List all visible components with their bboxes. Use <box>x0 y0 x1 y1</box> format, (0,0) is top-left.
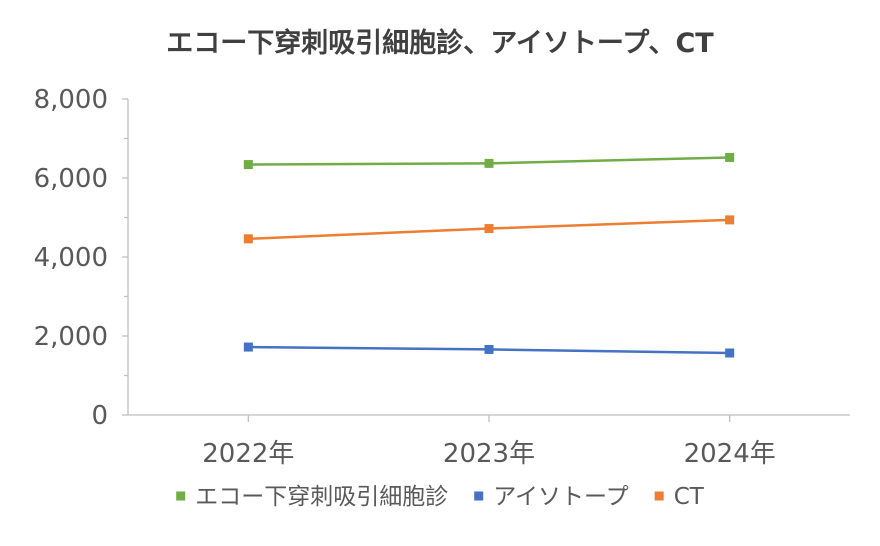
legend-marker <box>654 491 664 501</box>
legend-item: エコー下穿刺吸引細胞診 <box>176 484 448 510</box>
data-point <box>484 344 494 354</box>
legend-marker <box>176 491 186 501</box>
data-point <box>243 160 253 170</box>
data-point <box>484 158 494 168</box>
y-tick-label: 8,000 <box>34 85 108 115</box>
legend-label: アイソトープ <box>493 484 628 510</box>
legend: エコー下穿刺吸引細胞診 アイソトープ CT <box>176 484 705 510</box>
chart-title: エコー下穿刺吸引細胞診、アイソトープ、CT <box>166 27 714 59</box>
series-layer <box>243 152 735 358</box>
data-point <box>725 215 735 225</box>
data-point <box>243 342 253 352</box>
data-point <box>243 234 253 244</box>
y-tick-label: 6,000 <box>34 164 108 194</box>
y-tick-label: 0 <box>91 401 108 431</box>
legend-marker <box>474 491 484 501</box>
series-1 <box>243 342 735 358</box>
legend-item: CT <box>654 484 705 510</box>
y-tick-label: 2,000 <box>34 322 108 352</box>
x-tick-label: 2024年 <box>684 439 776 469</box>
x-tick-label: 2022年 <box>202 439 294 469</box>
x-tick-label: 2023年 <box>443 439 535 469</box>
legend-label: CT <box>674 484 705 510</box>
series-2 <box>243 215 735 244</box>
y-tick-label: 4,000 <box>34 243 108 273</box>
series-0 <box>243 152 735 170</box>
axes: 0 2,000 4,000 6,000 8,000 2022年 2023年 2024年 <box>34 85 850 469</box>
data-point <box>725 348 735 358</box>
legend-label: エコー下穿刺吸引細胞診 <box>195 484 448 510</box>
legend-item: アイソトープ <box>474 484 629 510</box>
data-point <box>484 224 494 234</box>
data-point <box>725 152 735 162</box>
